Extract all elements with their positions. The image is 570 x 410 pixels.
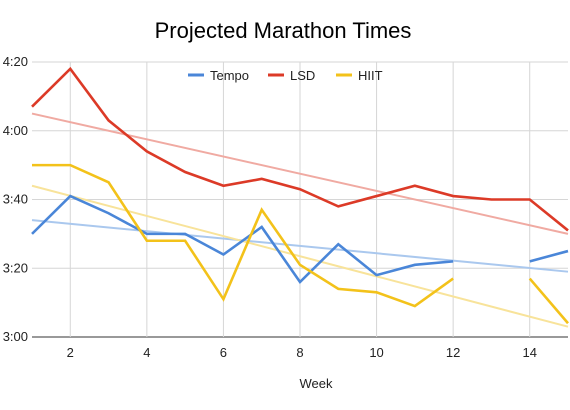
legend: Tempo LSD HIIT <box>188 68 383 83</box>
trendline-hiit <box>31 184 569 328</box>
series-lines <box>31 66 569 325</box>
trendline-lsd <box>31 112 569 235</box>
chart-title: Projected Marathon Times <box>155 18 412 43</box>
series-line-tempo <box>31 194 454 285</box>
tick-labels: 3:00 3:20 3:40 4:00 4:20 2 4 6 8 10 12 14 <box>3 54 537 360</box>
x-tick-label: 2 <box>67 345 74 360</box>
legend-label-tempo: Tempo <box>210 68 249 83</box>
x-tick-label: 10 <box>369 345 383 360</box>
trendlines <box>31 112 569 328</box>
x-tick-label: 4 <box>143 345 150 360</box>
trendline-tempo <box>31 219 569 273</box>
x-axis-label: Week <box>300 376 333 391</box>
series-line-tempo <box>529 249 569 263</box>
series-line-lsd <box>31 66 569 232</box>
series-line-hiit <box>528 277 569 325</box>
y-tick-label: 4:20 <box>3 54 28 69</box>
y-tick-label: 4:00 <box>3 123 28 138</box>
x-tick-label: 14 <box>522 345 536 360</box>
x-tick-label: 12 <box>446 345 460 360</box>
x-tick-label: 8 <box>296 345 303 360</box>
x-tick-label: 6 <box>220 345 227 360</box>
y-tick-label: 3:40 <box>3 192 28 207</box>
y-tick-label: 3:00 <box>3 329 28 344</box>
legend-label-hiit: HIIT <box>358 68 383 83</box>
y-tick-label: 3:20 <box>3 260 28 275</box>
series-line-hiit <box>32 163 454 308</box>
legend-label-lsd: LSD <box>290 68 315 83</box>
